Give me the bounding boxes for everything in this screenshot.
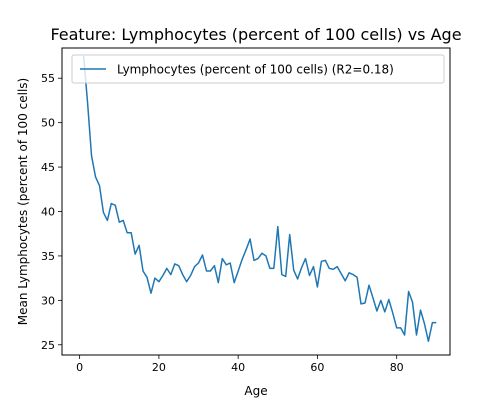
series-line-lymphocytes bbox=[82, 55, 437, 342]
y-axis-label: Mean Lymphocytes (percent of 100 cells) bbox=[16, 78, 30, 325]
chart-title: Feature: Lymphocytes (percent of 100 cel… bbox=[50, 25, 461, 44]
y-tick-label: 25 bbox=[41, 339, 55, 352]
x-tick-label: 20 bbox=[152, 361, 166, 374]
x-tick-label: 60 bbox=[310, 361, 324, 374]
legend: Lymphocytes (percent of 100 cells) (R2=0… bbox=[71, 54, 445, 84]
x-axis-label: Age bbox=[244, 384, 267, 398]
y-tick-label: 40 bbox=[41, 205, 55, 218]
x-tick-label: 40 bbox=[231, 361, 245, 374]
x-tick-label: 0 bbox=[76, 361, 83, 374]
legend-box bbox=[71, 54, 445, 84]
x-tick-label: 80 bbox=[390, 361, 404, 374]
y-tick-label: 50 bbox=[41, 117, 55, 130]
x-axis-ticks: 0 20 40 60 80 bbox=[76, 355, 404, 374]
y-tick-label: 55 bbox=[41, 72, 55, 85]
y-axis-ticks: 25 30 35 40 45 50 55 bbox=[41, 72, 62, 352]
y-tick-label: 30 bbox=[41, 294, 55, 307]
y-tick-label: 45 bbox=[41, 161, 55, 174]
legend-label: Lymphocytes (percent of 100 cells) (R2=0… bbox=[117, 63, 394, 77]
y-tick-label: 35 bbox=[41, 250, 55, 263]
plot-area-frame bbox=[61, 47, 451, 356]
